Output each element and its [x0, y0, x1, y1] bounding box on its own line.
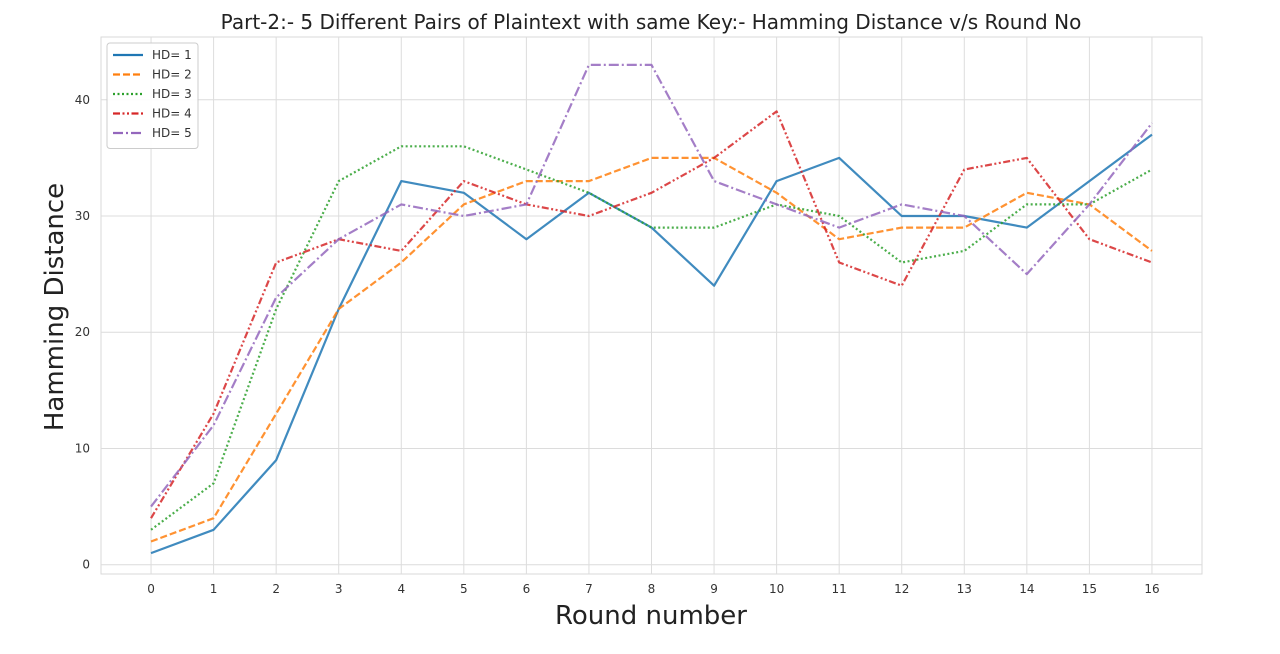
series-layer [150, 63, 1153, 555]
legend-entry: HD= 5 [152, 126, 192, 140]
x-tick-label: 14 [1019, 582, 1034, 596]
x-tick-label: 7 [585, 582, 593, 596]
x-tick-label: 4 [397, 582, 405, 596]
x-tick-label: 6 [523, 582, 531, 596]
series-line-hd2 [150, 156, 1153, 543]
x-tick-label: 1 [210, 582, 218, 596]
series-line-hd4 [150, 110, 1153, 519]
series-line-hd1 [150, 133, 1153, 555]
x-tick-label: 8 [648, 582, 656, 596]
x-tick-label: 2 [272, 582, 280, 596]
x-tick-label: 0 [147, 582, 155, 596]
series-line-hd5 [150, 63, 1153, 508]
legend-entry: HD= 3 [152, 87, 192, 101]
y-tick-label: 20 [75, 325, 90, 339]
legend-box [106, 42, 199, 149]
x-tick-labels: 0 1 2 3 4 5 6 7 8 9 10 11 12 13 14 15 16 [147, 582, 1159, 596]
legend: HD= 1 HD= 2 HD= 3 HD= 4 HD= 5 [106, 42, 199, 149]
x-tick-label: 15 [1082, 582, 1097, 596]
y-tick-label: 30 [75, 209, 90, 223]
x-tick-label: 11 [832, 582, 847, 596]
y-axis-label: Hamming Distance [40, 183, 70, 431]
y-tick-label: 0 [82, 558, 90, 572]
legend-entry: HD= 2 [152, 68, 192, 82]
x-tick-label: 13 [957, 582, 972, 596]
legend-entry: HD= 1 [152, 48, 192, 62]
chart-title: Part-2:- 5 Different Pairs of Plaintext … [221, 10, 1082, 34]
x-axis-label: Round number [555, 601, 747, 631]
y-tick-label: 10 [75, 441, 90, 455]
y-tick-label: 40 [75, 93, 90, 107]
legend-entry: HD= 4 [152, 107, 192, 121]
y-tick-labels: 0 10 20 30 40 [75, 93, 90, 572]
x-tick-label: 9 [710, 582, 718, 596]
x-tick-label: 5 [460, 582, 468, 596]
x-tick-label: 3 [335, 582, 343, 596]
grid [101, 37, 1202, 574]
x-tick-label: 16 [1144, 582, 1159, 596]
x-tick-label: 12 [894, 582, 909, 596]
x-tick-label: 10 [769, 582, 784, 596]
